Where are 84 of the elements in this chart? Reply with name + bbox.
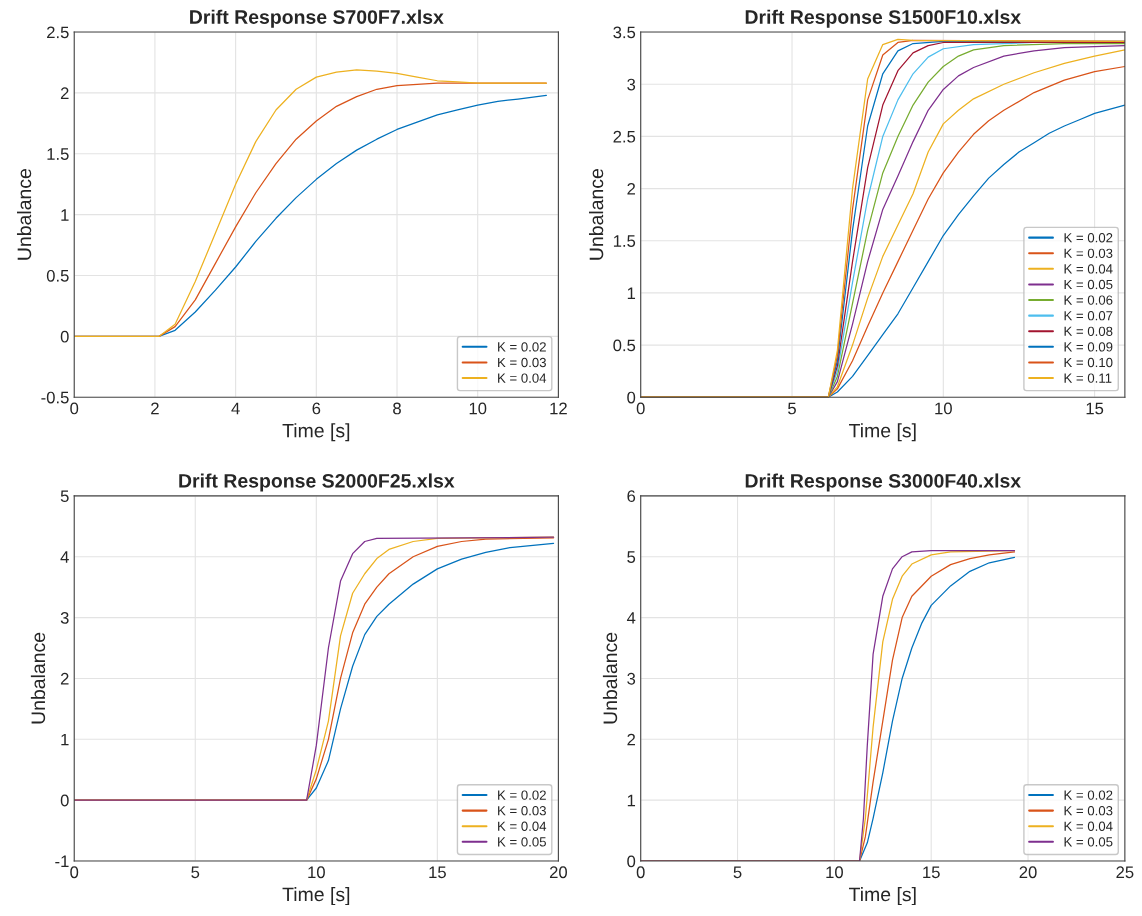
legend-label: K = 0.02 bbox=[1064, 233, 1113, 243]
y-tick-label: 1.5 bbox=[613, 235, 636, 247]
y-tick-label: -0.5 bbox=[41, 391, 69, 404]
x-tick-label: 25 bbox=[1116, 866, 1134, 879]
y-tick-label: 3 bbox=[627, 78, 636, 91]
legend-label: K = 0.03 bbox=[498, 806, 546, 816]
y-tick-label: 0 bbox=[627, 855, 636, 868]
legend-label: K = 0.09 bbox=[1064, 342, 1113, 352]
x-tick-label: 8 bbox=[393, 402, 401, 415]
x-tick-label: 10 bbox=[308, 866, 325, 879]
y-tick-label: 2 bbox=[60, 87, 69, 99]
legend-label: K = 0.11 bbox=[1064, 373, 1112, 383]
x-tick-label: 15 bbox=[923, 866, 940, 879]
legend-label: K = 0.05 bbox=[498, 837, 546, 847]
legend-label: K = 0.05 bbox=[1064, 837, 1113, 847]
x-axis-title: Time [s] bbox=[849, 886, 916, 906]
y-axis-title: Unbalance bbox=[588, 169, 604, 260]
legend-label: K = 0.02 bbox=[498, 790, 546, 800]
y-tick-label: 2.5 bbox=[613, 130, 636, 143]
y-axis-title: Unbalance bbox=[16, 169, 32, 260]
y-tick-label: 2 bbox=[627, 182, 636, 195]
y-tick-label: 5 bbox=[60, 490, 69, 503]
legend-label: K = 0.04 bbox=[1064, 264, 1113, 274]
legend-label: K = 0.02 bbox=[1064, 790, 1113, 800]
legend-label: K = 0.05 bbox=[1064, 279, 1113, 290]
y-tick-label: 3.5 bbox=[613, 26, 636, 39]
legend-label: K = 0.03 bbox=[498, 357, 546, 368]
x-tick-label: 0 bbox=[636, 402, 645, 415]
y-tick-label: 3 bbox=[60, 611, 69, 624]
x-axis-title: Time [s] bbox=[849, 423, 916, 442]
chart-title: Drift Response S2000F25.xlsx bbox=[179, 473, 455, 492]
legend-label: K = 0.08 bbox=[1064, 326, 1113, 336]
legend-label: K = 0.02 bbox=[498, 342, 546, 352]
x-tick-label: 4 bbox=[231, 402, 240, 415]
x-tick-label: 6 bbox=[312, 402, 321, 415]
y-tick-label: 4 bbox=[626, 612, 636, 624]
y-tick-label: 0 bbox=[627, 391, 636, 404]
x-axis-title: Time [s] bbox=[282, 423, 350, 442]
y-tick-label: 1 bbox=[61, 733, 69, 746]
y-tick-label: 3 bbox=[627, 672, 636, 685]
y-tick-label: -1 bbox=[55, 855, 69, 868]
legend-label: K = 0.04 bbox=[498, 373, 547, 383]
x-tick-label: 20 bbox=[1019, 866, 1037, 879]
x-tick-label: 5 bbox=[191, 866, 200, 879]
y-tick-label: 4 bbox=[60, 551, 69, 563]
legend-label: K = 0.04 bbox=[1064, 821, 1113, 831]
y-tick-label: 5 bbox=[627, 551, 636, 563]
x-tick-label: 15 bbox=[429, 866, 446, 879]
y-tick-label: 2 bbox=[627, 733, 636, 746]
y-tick-label: 1 bbox=[627, 794, 636, 807]
y-tick-label: 1.5 bbox=[47, 148, 69, 160]
y-tick-label: 0 bbox=[60, 330, 69, 343]
y-tick-label: 2 bbox=[60, 672, 69, 685]
chart-title: Drift Response S1500F10.xlsx bbox=[745, 9, 1021, 28]
x-tick-label: 0 bbox=[70, 866, 79, 879]
chart-title: Drift Response S3000F40.xlsx bbox=[745, 473, 1021, 492]
y-tick-label: 1 bbox=[627, 287, 636, 299]
legend-label: K = 0.10 bbox=[1064, 357, 1113, 368]
x-axis-title: Time [s] bbox=[282, 886, 350, 906]
y-tick-label: 0 bbox=[60, 794, 69, 807]
y-tick-label: 2.5 bbox=[47, 26, 69, 39]
x-tick-label: 0 bbox=[70, 402, 79, 415]
x-tick-label: 10 bbox=[469, 402, 487, 415]
x-tick-label: 15 bbox=[1086, 402, 1104, 415]
x-tick-label: 5 bbox=[733, 866, 742, 879]
x-tick-label: 10 bbox=[826, 866, 843, 879]
legend-label: K = 0.06 bbox=[1064, 295, 1113, 305]
y-tick-label: 0.5 bbox=[613, 339, 636, 352]
x-tick-label: 20 bbox=[549, 866, 568, 879]
x-tick-label: 10 bbox=[935, 402, 952, 415]
y-tick-label: 1 bbox=[61, 209, 69, 221]
legend-label: K = 0.03 bbox=[1064, 806, 1113, 816]
x-tick-label: 2 bbox=[151, 402, 159, 415]
chart-title: Drift Response S700F7.xlsx bbox=[190, 9, 444, 28]
legend-label: K = 0.07 bbox=[1064, 311, 1113, 321]
legend-label: K = 0.03 bbox=[1064, 248, 1113, 258]
x-tick-label: 12 bbox=[550, 402, 567, 415]
x-tick-label: 5 bbox=[788, 402, 796, 415]
y-axis-title: Unbalance bbox=[30, 632, 46, 724]
y-tick-label: 6 bbox=[627, 490, 636, 503]
y-axis-title: Unbalance bbox=[602, 632, 618, 724]
x-tick-label: 0 bbox=[636, 866, 645, 879]
y-tick-label: 0.5 bbox=[46, 269, 69, 282]
legend-label: K = 0.04 bbox=[498, 821, 547, 831]
